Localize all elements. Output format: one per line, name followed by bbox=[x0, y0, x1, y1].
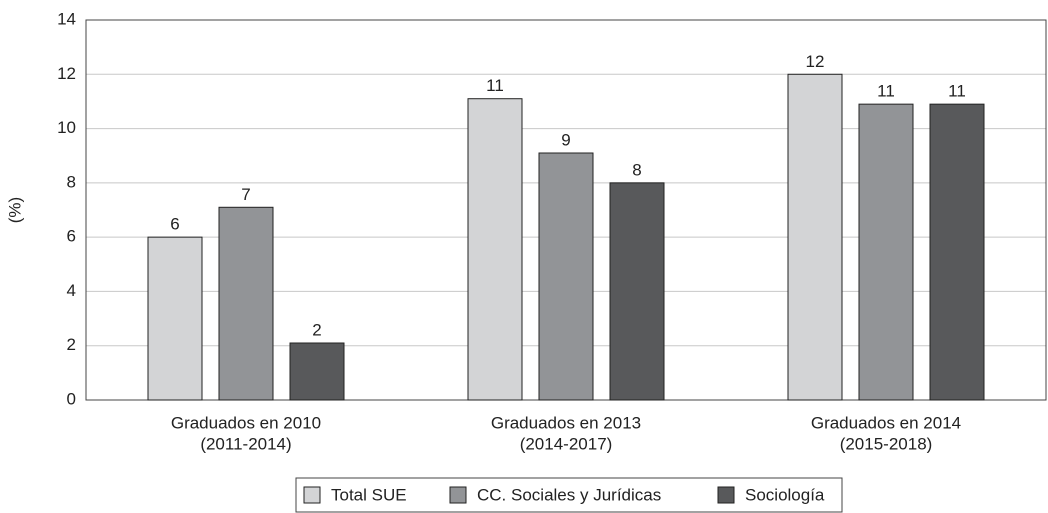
data-label: 11 bbox=[877, 82, 895, 101]
x-tick-label: (2014-2017) bbox=[520, 434, 613, 453]
legend-swatch bbox=[303, 486, 321, 504]
y-axis-label: (%) bbox=[5, 197, 24, 223]
legend-swatch bbox=[449, 486, 467, 504]
bar bbox=[858, 103, 914, 401]
legend-label: Sociología bbox=[745, 485, 825, 504]
data-label: 11 bbox=[948, 82, 966, 101]
data-label: 12 bbox=[806, 52, 825, 71]
y-tick-label: 8 bbox=[67, 172, 76, 191]
bar bbox=[929, 103, 985, 401]
y-tick-label: 6 bbox=[67, 227, 76, 246]
y-tick-label: 0 bbox=[67, 389, 76, 408]
x-tick-label: Graduados en 2010 bbox=[171, 413, 321, 432]
y-tick-label: 14 bbox=[57, 9, 76, 28]
y-tick-label: 12 bbox=[57, 64, 76, 83]
bar bbox=[147, 236, 203, 401]
legend-swatch bbox=[717, 486, 735, 504]
bar bbox=[218, 206, 274, 401]
data-label: 7 bbox=[241, 185, 250, 204]
legend-label: CC. Sociales y Jurídicas bbox=[477, 485, 661, 504]
data-label: 11 bbox=[486, 76, 504, 95]
data-label: 2 bbox=[312, 320, 321, 339]
y-tick-label: 2 bbox=[67, 335, 76, 354]
x-tick-label: (2015-2018) bbox=[840, 434, 933, 453]
y-tick-label: 10 bbox=[57, 118, 76, 137]
legend-label: Total SUE bbox=[331, 485, 407, 504]
bar bbox=[538, 152, 594, 401]
data-label: 9 bbox=[561, 130, 570, 149]
data-label: 6 bbox=[170, 215, 179, 234]
x-tick-label: Graduados en 2014 bbox=[811, 413, 961, 432]
bar bbox=[289, 342, 345, 401]
x-tick-label: (2011-2014) bbox=[200, 434, 291, 453]
legend-box bbox=[295, 477, 843, 513]
data-label: 8 bbox=[632, 160, 641, 179]
x-tick-label: Graduados en 2013 bbox=[491, 413, 641, 432]
bar bbox=[787, 73, 843, 401]
bar bbox=[467, 98, 523, 401]
y-tick-label: 4 bbox=[67, 281, 76, 300]
bar bbox=[609, 182, 665, 401]
